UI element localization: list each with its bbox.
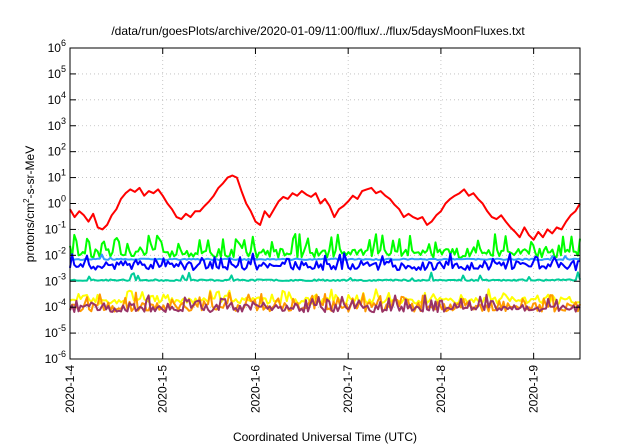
y-tick-label: 101 [48, 168, 66, 185]
series-line-5 [69, 288, 581, 305]
x-tick-label: 2020-1-8 [434, 365, 448, 413]
x-tick-label: 2020-1-7 [341, 365, 355, 413]
x-tick-label: 2020-1-5 [156, 365, 170, 413]
series-line-8 [69, 174, 581, 241]
y-tick-label: 10-6 [45, 349, 66, 366]
x-tick-label: 2020-1-6 [248, 365, 262, 413]
y-axis-label: protons/cm2-s-sr-MeV [22, 146, 37, 262]
y-tick-label: 103 [48, 116, 66, 133]
y-tick-label: 10-5 [45, 323, 66, 340]
x-tick-label: 2020-1-4 [63, 365, 77, 413]
series-line-1 [69, 233, 581, 259]
y-tick-label: 102 [48, 142, 66, 159]
series-line-2 [69, 271, 581, 282]
x-axis-label: Coordinated Universal Time (UTC) [233, 430, 417, 444]
x-tick-label: 2020-1-9 [527, 365, 541, 413]
y-tick-label: 10-2 [45, 245, 66, 262]
y-tick-label: 10-4 [45, 297, 66, 314]
series-line-4 [69, 252, 581, 272]
axes: 10-6 10-5 10-4 10-3 10-2 10-1 100 101 102 103 104 1… [45, 38, 580, 413]
y-tick-label: 104 [48, 90, 66, 107]
chart-title: /data/run/goesPlots/archive/2020-01-09/1… [111, 24, 525, 38]
y-tick-label: 10-1 [45, 219, 66, 236]
y-tick-label: 10-3 [45, 271, 66, 288]
series-layer [69, 174, 581, 314]
y-tick-label: 100 [48, 194, 66, 211]
y-tick-label: 106 [48, 38, 66, 55]
y-tick-label: 105 [48, 64, 66, 81]
series-line-7 [69, 293, 581, 314]
